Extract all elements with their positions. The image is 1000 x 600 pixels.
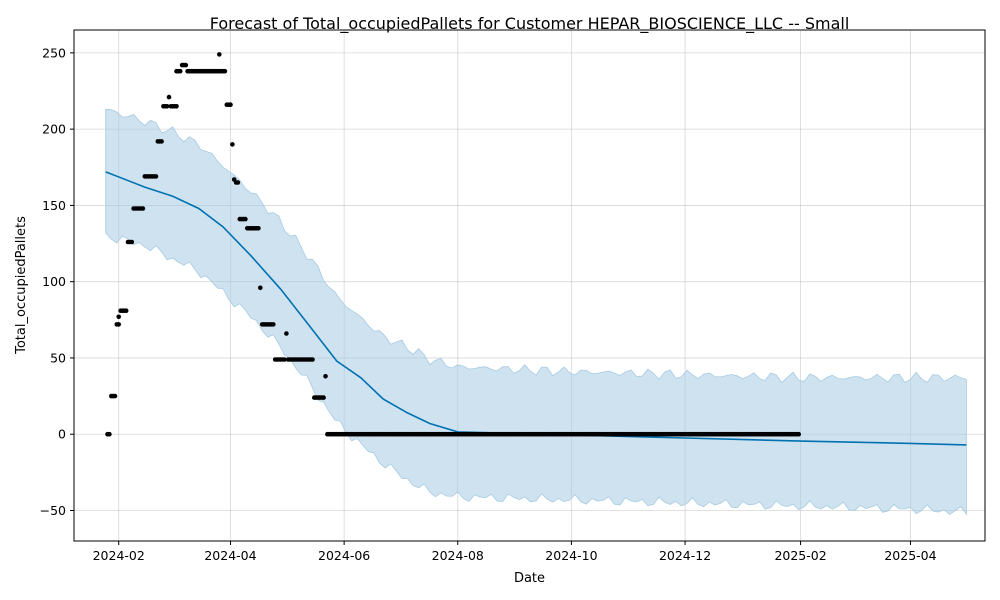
actual-point — [164, 104, 170, 109]
x-tick-label: 2024-08 — [432, 548, 484, 563]
y-tick-label: 200 — [42, 122, 66, 137]
actual-point — [258, 285, 263, 291]
actual-point — [235, 180, 241, 185]
uncertainty-band — [105, 108, 967, 516]
actual-point — [271, 322, 276, 327]
actual-points — [105, 52, 801, 437]
actual-point — [310, 357, 315, 362]
actual-point — [284, 331, 289, 336]
actual-point — [129, 239, 135, 245]
actual-point — [228, 102, 233, 107]
actual-point — [282, 357, 287, 362]
y-tick-label: 150 — [42, 198, 66, 213]
actual-point — [107, 431, 112, 437]
actual-point — [243, 216, 248, 222]
actual-point — [159, 139, 164, 144]
x-tick-label: 2024-12 — [659, 548, 711, 563]
actual-point — [116, 322, 121, 327]
actual-point — [177, 68, 183, 74]
x-axis-ticks: 2024-02 2024-04 2024-06 2024-08 2024-10 2024-… — [93, 541, 937, 563]
actual-point — [256, 226, 261, 231]
actual-point — [323, 374, 328, 379]
y-axis-ticks: −50 0 50 100 150 200 250 — [40, 45, 74, 518]
x-tick-label: 2024-10 — [545, 548, 597, 563]
x-tick-label: 2025-02 — [774, 548, 826, 563]
actual-point — [796, 431, 801, 437]
x-tick-label: 2025-04 — [884, 548, 936, 563]
chart-title: Forecast of Total_occupiedPallets for Cu… — [210, 14, 850, 34]
actual-point — [230, 142, 235, 147]
y-tick-label: 100 — [42, 274, 66, 289]
x-tick-label: 2024-02 — [93, 548, 145, 563]
actual-point — [123, 308, 129, 314]
actual-point — [166, 94, 172, 100]
actual-point — [321, 395, 326, 400]
actual-point — [140, 206, 146, 211]
y-tick-label: −50 — [40, 503, 66, 518]
y-axis-label: Total_occupiedPallets — [14, 216, 29, 355]
y-tick-label: 0 — [58, 427, 66, 442]
x-axis-label: Date — [514, 571, 545, 586]
actual-point — [217, 52, 222, 57]
x-tick-label: 2024-04 — [204, 548, 256, 563]
plot-frame — [73, 29, 986, 542]
actual-point — [222, 68, 228, 74]
forecast-line — [105, 171, 967, 446]
x-tick-label: 2024-06 — [318, 548, 370, 563]
y-tick-label: 250 — [42, 45, 66, 60]
actual-point — [116, 314, 121, 320]
y-tick-label: 50 — [50, 350, 66, 365]
actual-point — [183, 62, 189, 68]
actual-point — [174, 104, 179, 109]
actual-point — [153, 174, 159, 179]
actual-point — [112, 393, 118, 399]
